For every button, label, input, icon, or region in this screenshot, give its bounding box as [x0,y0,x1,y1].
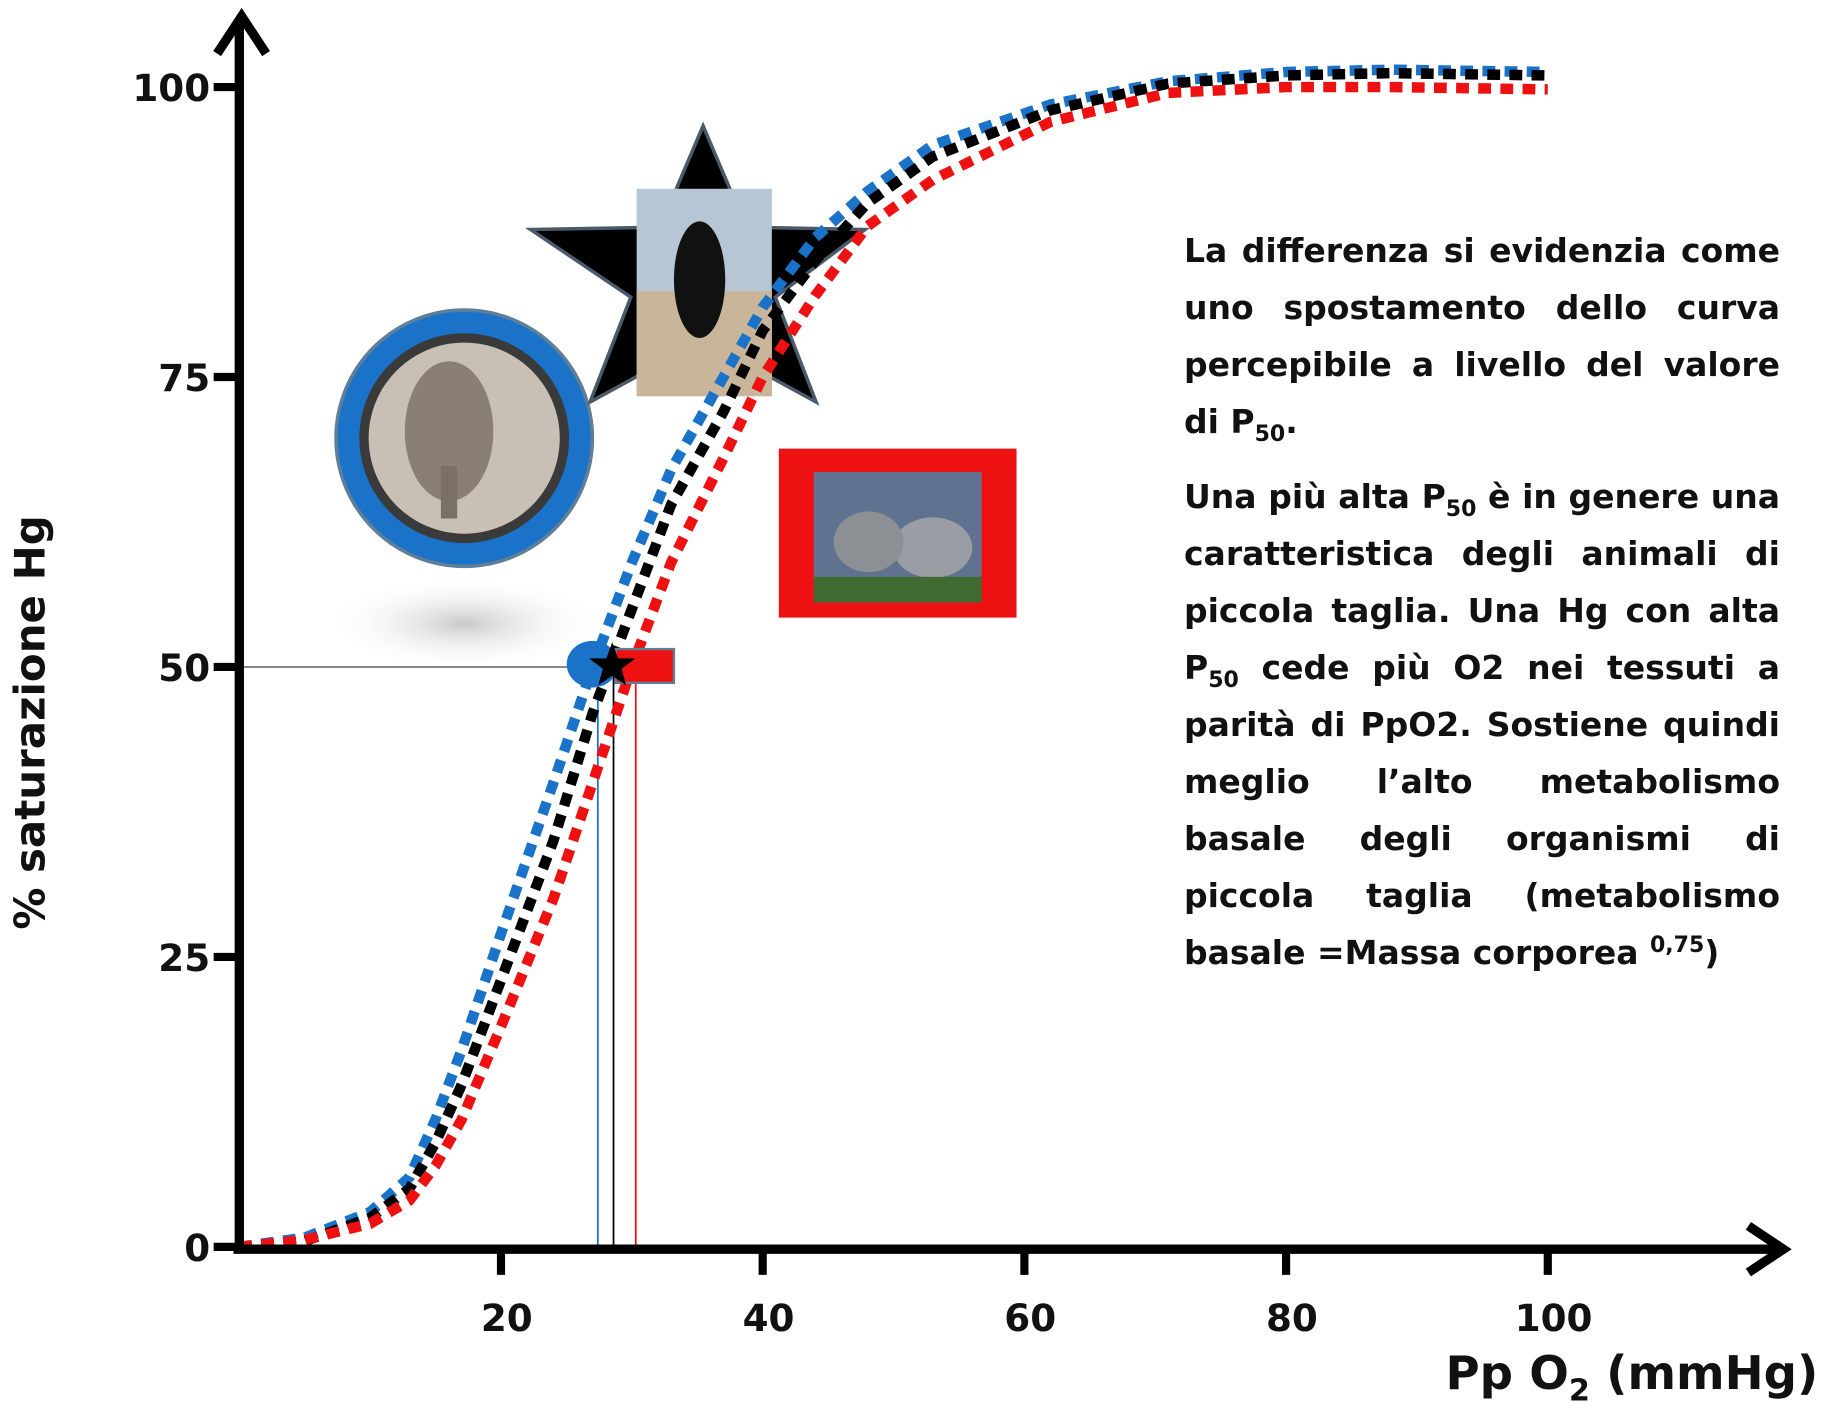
y-axis-title: % saturazione Hg [6,515,55,929]
x-axis-title: Pp O2 (mmHg) [1445,1346,1818,1409]
annotation-sub: 50 [1208,668,1239,693]
x-tick-label: 80 [1266,1296,1318,1340]
annotation-text: cede più O2 nei tessuti a parità di PpO2… [1184,648,1780,972]
annotation-text: è in genere una caratteristica degli ani… [1184,477,1780,687]
rabbit-picture [778,448,1017,618]
p50-markers [566,640,676,688]
y-axis-arrow [213,7,270,57]
x-axis-title-part: Pp O [1445,1346,1568,1400]
y-tick-label: 50 [158,646,210,690]
x-axis-arrow [1745,1222,1792,1277]
picture-shadow [324,576,605,671]
plot-area [238,64,1548,1253]
x-tick-label: 100 [1515,1296,1593,1340]
horse-picture [525,121,871,406]
x-axis-title-subscript: 2 [1569,1374,1590,1409]
series-line [238,64,1548,1253]
annotation-text: La differenza si evidenzia come uno spos… [1184,231,1780,441]
annotation-sub: 50 [1445,497,1477,522]
annotation-sub: 50 [1254,422,1286,447]
x-tick-label: 60 [1004,1296,1056,1340]
x-tick-label: 20 [481,1296,533,1340]
x-axis-title-part: (mmHg) [1590,1346,1818,1400]
annotation-sup: 0,75 [1650,933,1705,958]
x-tick-label: 40 [743,1296,795,1340]
series-line [238,81,1548,1253]
annotation-paragraph: La differenza si evidenzia come uno spos… [1184,222,1780,450]
y-tick-label: 0 [184,1226,210,1270]
annotation-paragraph: Una più alta P50 è in genere una caratte… [1184,468,1780,981]
elephant-picture [334,308,595,569]
annotation-text: . [1285,402,1298,441]
series-line [238,67,1548,1253]
y-tick-label: 100 [132,66,210,110]
annotation-text: ) [1704,933,1720,972]
annotation-text: Una più alta P [1184,477,1446,516]
y-tick-label: 75 [158,356,210,400]
annotation: La differenza si evidenzia come uno spos… [1184,222,1780,999]
y-tick-label: 25 [158,936,210,980]
